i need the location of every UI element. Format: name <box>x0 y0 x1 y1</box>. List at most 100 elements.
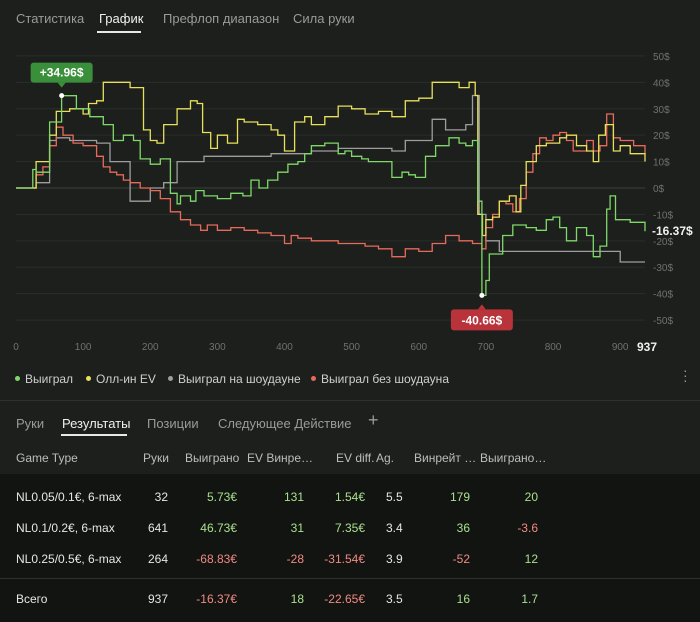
cell-ev-diff: 7.35€ <box>334 521 365 535</box>
max-point-marker <box>59 93 65 99</box>
y-tick-label: -20$ <box>653 237 673 248</box>
cell-ev-winrate: 131 <box>283 490 304 504</box>
active-tab-underline <box>97 31 141 33</box>
legend-item-no-showdown[interactable]: Выиграл без шоудауна <box>311 372 449 386</box>
cell-ev-winrate: 31 <box>290 521 304 535</box>
cell-won-extra: -3.6 <box>517 521 538 535</box>
col-won-extra[interactable]: Выиграно… <box>480 451 547 465</box>
tab-results[interactable]: Результаты <box>62 416 131 431</box>
y-tick-label: -10$ <box>653 210 673 221</box>
cell-winrate: 16 <box>456 592 470 606</box>
cell-hands: 641 <box>147 521 168 535</box>
tab-hands[interactable]: Руки <box>16 416 45 431</box>
cell-game-type: NL0.1/0.2€, 6-max <box>16 521 115 535</box>
tab-preflop-range[interactable]: Префлоп диапазон <box>163 11 280 26</box>
cell-ev-winrate: 18 <box>290 592 304 606</box>
cell-winrate: 179 <box>449 490 470 504</box>
x-tick-label: 300 <box>209 342 226 353</box>
legend-label-no-showdown: Выиграл без шоудауна <box>321 372 449 386</box>
table-row[interactable]: NL0.05/0.1€, 6-max 32 5.73€ 131 1.54€ 5.5 179 2… <box>0 482 700 512</box>
legend-dot-allin-ev <box>86 376 91 381</box>
cell-ev-diff: -31.54€ <box>324 552 365 566</box>
section-divider <box>0 400 700 401</box>
legend-dot-showdown <box>168 376 173 381</box>
legend-item-won[interactable]: Выиграл <box>15 372 73 386</box>
more-options-icon[interactable]: · · · <box>683 362 688 388</box>
col-winrate[interactable]: Винрейт … <box>414 451 477 465</box>
results-tab-bar: Руки Результаты Позиции Следующее Действ… <box>0 406 700 436</box>
col-aggression[interactable]: Ag. <box>376 451 395 465</box>
cell-won-extra: 1.7 <box>521 592 538 606</box>
y-tick-label: 10$ <box>653 158 670 169</box>
top-tab-bar: Статистика График Префлоп диапазон Сила … <box>0 0 700 38</box>
cell-aggression: 5.5 <box>386 490 403 504</box>
col-ev-winrate[interactable]: EV Винре… <box>247 451 314 465</box>
min-point-marker <box>479 292 485 298</box>
tab-statistics[interactable]: Статистика <box>16 11 85 26</box>
x-tick-label: 100 <box>75 342 92 353</box>
active-tab-underline <box>61 434 127 436</box>
max-label: +34.96$ <box>40 66 84 80</box>
col-won[interactable]: Выиграно <box>185 451 240 465</box>
cell-aggression: 3.4 <box>386 521 403 535</box>
cell-winrate: -52 <box>452 552 470 566</box>
min-badge <box>450 309 513 331</box>
table-row[interactable]: NL0.1/0.2€, 6-max 641 46.73€ 31 7.35€ 3.4 36 -3… <box>0 513 700 543</box>
cell-ev-diff: -22.65€ <box>324 592 365 606</box>
y-tick-label: -30$ <box>653 263 673 274</box>
y-tick-label: -50$ <box>653 316 673 327</box>
x-last-label: 937 <box>637 340 657 354</box>
legend-label-showdown: Выиграл на шоудауне <box>178 372 301 386</box>
x-tick-label: 600 <box>410 342 427 353</box>
cell-game-type: NL0.05/0.1€, 6-max <box>16 490 122 504</box>
tab-next-action[interactable]: Следующее Действие <box>218 416 352 431</box>
x-tick-label: 900 <box>612 342 629 353</box>
results-table-header: Game Type Руки Выиграно EV Винре… EV dif… <box>0 446 700 474</box>
series-line-no-showdown <box>16 113 646 258</box>
profit-graph[interactable]: 50$ 40$ 30$ 20$ 10$ 0$ -10$ -20$ -30$ -40$ -50$ 0 10… <box>0 38 700 360</box>
cell-winrate: 36 <box>456 521 470 535</box>
add-tab-icon[interactable]: + <box>368 410 379 430</box>
series-line-showdown <box>16 94 645 263</box>
legend-item-allin-ev[interactable]: Олл-ин EV <box>86 372 156 386</box>
cell-won-extra: 20 <box>524 490 538 504</box>
x-tick-label: 800 <box>545 342 562 353</box>
col-game-type[interactable]: Game Type <box>16 451 78 465</box>
y-tick-label: 30$ <box>653 105 670 116</box>
cell-won: -16.37€ <box>196 592 237 606</box>
series-line-allin-ev <box>16 81 646 237</box>
table-row[interactable]: NL0.25/0.5€, 6-max 264 -68.83€ -28 -31.54€ 3.… <box>0 544 700 574</box>
cell-hands: 937 <box>147 592 168 606</box>
legend-label-allin-ev: Олл-ин EV <box>96 372 156 386</box>
results-table-body: NL0.05/0.1€, 6-max 32 5.73€ 131 1.54€ 5.5 179 2… <box>0 474 700 622</box>
max-badge-pointer <box>57 82 66 88</box>
end-value-label: -16.37$ <box>652 224 693 238</box>
y-tick-label: 0$ <box>653 184 665 195</box>
y-tick-label: 20$ <box>653 131 670 142</box>
cell-aggression: 3.9 <box>386 552 403 566</box>
col-hands[interactable]: Руки <box>143 451 169 465</box>
legend-item-showdown[interactable]: Выиграл на шоудауне <box>168 372 301 386</box>
cell-won: 5.73€ <box>206 490 237 504</box>
tab-positions[interactable]: Позиции <box>147 416 199 431</box>
tab-graph[interactable]: График <box>99 11 144 26</box>
tab-hand-strength[interactable]: Сила руки <box>293 11 355 26</box>
legend-label-won: Выиграл <box>25 372 74 386</box>
min-label: -40.66$ <box>462 313 503 327</box>
cell-hands: 32 <box>154 490 168 504</box>
x-tick-label: 200 <box>142 342 159 353</box>
series-line-won <box>16 95 646 297</box>
cell-ev-winrate: -28 <box>286 552 304 566</box>
col-ev-diff[interactable]: EV diff. <box>336 451 375 465</box>
cell-game-type: Всего <box>16 592 48 606</box>
y-tick-label: 50$ <box>653 52 670 63</box>
x-tick-label: 400 <box>276 342 293 353</box>
y-tick-label: -40$ <box>653 290 673 301</box>
cell-aggression: 3.5 <box>386 592 403 606</box>
cell-won: -68.83€ <box>196 552 237 566</box>
max-badge <box>30 62 93 83</box>
legend-dot-won <box>15 376 20 381</box>
table-total-row[interactable]: Всего 937 -16.37€ 18 -22.65€ 3.5 16 1.7 <box>0 584 700 614</box>
total-divider <box>0 578 700 579</box>
x-tick-label: 500 <box>343 342 360 353</box>
